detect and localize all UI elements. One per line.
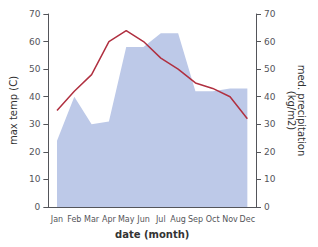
- svg-text:50: 50: [29, 64, 41, 74]
- svg-text:70: 70: [29, 9, 41, 19]
- svg-text:med. precipitation: med. precipitation: [295, 64, 307, 157]
- svg-text:0: 0: [35, 202, 41, 212]
- svg-text:Jan: Jan: [50, 215, 63, 224]
- svg-text:60: 60: [29, 37, 41, 47]
- svg-text:Jul: Jul: [155, 215, 166, 224]
- svg-text:60: 60: [264, 37, 276, 47]
- svg-text:30: 30: [264, 119, 276, 129]
- svg-text:Aug: Aug: [170, 215, 186, 224]
- svg-text:50: 50: [264, 64, 276, 74]
- svg-text:date (month): date (month): [115, 229, 189, 240]
- svg-text:20: 20: [264, 147, 276, 157]
- svg-text:Dec: Dec: [240, 215, 255, 224]
- svg-text:Nov: Nov: [222, 215, 238, 224]
- svg-text:10: 10: [29, 174, 41, 184]
- svg-text:Oct: Oct: [206, 215, 220, 224]
- svg-text:40: 40: [29, 92, 41, 102]
- svg-text:Jun: Jun: [136, 215, 150, 224]
- svg-text:Apr: Apr: [102, 215, 117, 224]
- svg-text:Sep: Sep: [188, 215, 203, 224]
- svg-text:20: 20: [29, 147, 41, 157]
- svg-text:10: 10: [264, 174, 276, 184]
- svg-text:Mar: Mar: [84, 215, 100, 224]
- svg-text:30: 30: [29, 119, 41, 129]
- svg-text:max temp (C): max temp (C): [8, 76, 19, 145]
- svg-text:May: May: [118, 215, 135, 224]
- svg-text:70: 70: [264, 9, 276, 19]
- svg-text:40: 40: [264, 92, 276, 102]
- svg-text:Feb: Feb: [67, 215, 81, 224]
- svg-text:0: 0: [264, 202, 270, 212]
- svg-text:(kg/m2): (kg/m2): [286, 91, 297, 131]
